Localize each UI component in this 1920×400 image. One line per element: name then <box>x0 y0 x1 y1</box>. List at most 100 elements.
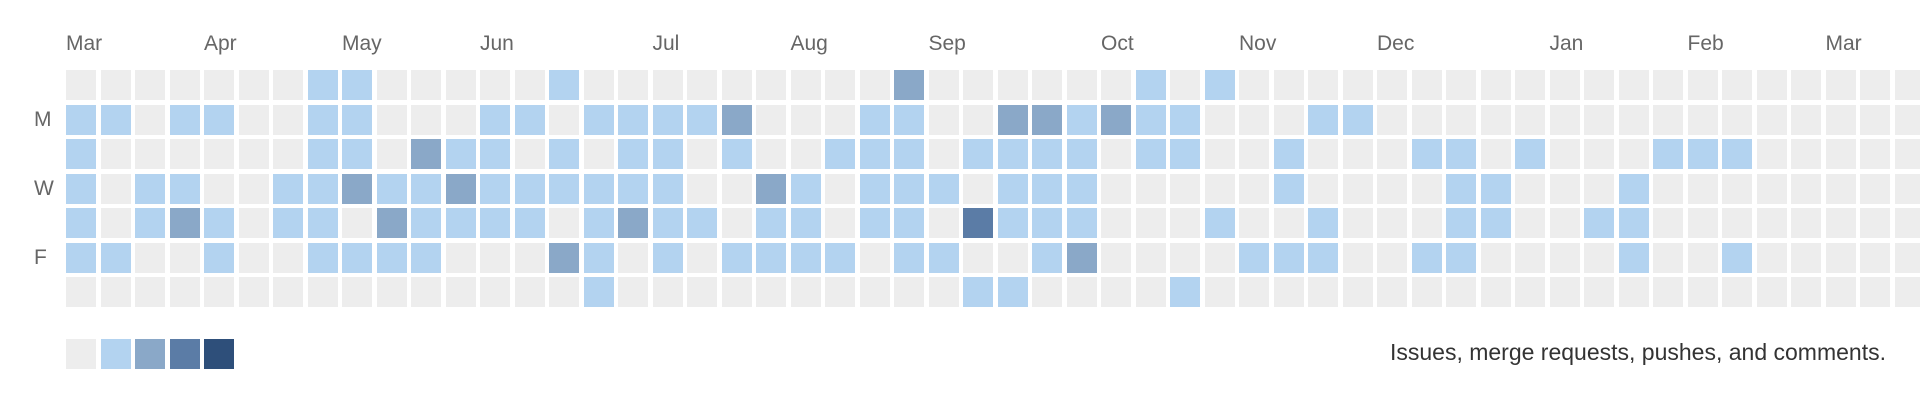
day-cell[interactable] <box>1066 139 1097 169</box>
day-cell[interactable] <box>169 208 200 238</box>
day-cell[interactable] <box>1032 104 1062 135</box>
day-cell[interactable] <box>1170 104 1200 135</box>
day-cell[interactable] <box>1515 104 1545 135</box>
day-cell[interactable] <box>1825 104 1856 135</box>
day-cell[interactable] <box>480 208 510 238</box>
day-cell[interactable] <box>1032 173 1062 204</box>
day-cell[interactable] <box>1549 173 1580 204</box>
day-cell[interactable] <box>445 70 476 100</box>
day-cell[interactable] <box>790 139 821 169</box>
day-cell[interactable] <box>1653 208 1683 238</box>
day-cell[interactable] <box>169 104 200 135</box>
day-cell[interactable] <box>1411 277 1442 307</box>
day-cell[interactable] <box>963 70 993 100</box>
day-cell[interactable] <box>1860 139 1890 169</box>
day-cell[interactable] <box>1480 70 1511 100</box>
day-cell[interactable] <box>825 139 855 169</box>
day-cell[interactable] <box>928 104 959 135</box>
day-cell[interactable] <box>514 173 545 204</box>
day-cell[interactable] <box>549 70 579 100</box>
day-cell[interactable] <box>204 70 234 100</box>
day-cell[interactable] <box>66 70 96 100</box>
day-cell[interactable] <box>1135 139 1166 169</box>
day-cell[interactable] <box>445 208 476 238</box>
day-cell[interactable] <box>825 173 855 204</box>
day-cell[interactable] <box>169 242 200 273</box>
day-cell[interactable] <box>1204 173 1235 204</box>
day-cell[interactable] <box>1549 242 1580 273</box>
day-cell[interactable] <box>238 277 269 307</box>
day-cell[interactable] <box>618 173 648 204</box>
day-cell[interactable] <box>1273 208 1304 238</box>
day-cell[interactable] <box>66 139 96 169</box>
day-cell[interactable] <box>66 104 96 135</box>
day-cell[interactable] <box>997 173 1028 204</box>
day-cell[interactable] <box>1653 139 1683 169</box>
day-cell[interactable] <box>1377 173 1407 204</box>
day-cell[interactable] <box>1308 277 1338 307</box>
day-cell[interactable] <box>1101 139 1131 169</box>
day-cell[interactable] <box>169 139 200 169</box>
day-cell[interactable] <box>1273 277 1304 307</box>
day-cell[interactable] <box>1101 104 1131 135</box>
day-cell[interactable] <box>963 173 993 204</box>
day-cell[interactable] <box>1894 70 1920 100</box>
day-cell[interactable] <box>894 70 924 100</box>
day-cell[interactable] <box>1377 277 1407 307</box>
day-cell[interactable] <box>1549 277 1580 307</box>
day-cell[interactable] <box>273 173 303 204</box>
day-cell[interactable] <box>1446 173 1476 204</box>
day-cell[interactable] <box>1515 242 1545 273</box>
day-cell[interactable] <box>135 139 165 169</box>
day-cell[interactable] <box>1549 139 1580 169</box>
day-cell[interactable] <box>1308 139 1338 169</box>
day-cell[interactable] <box>411 208 441 238</box>
day-cell[interactable] <box>1308 242 1338 273</box>
day-cell[interactable] <box>790 104 821 135</box>
day-cell[interactable] <box>997 277 1028 307</box>
day-cell[interactable] <box>411 139 441 169</box>
day-cell[interactable] <box>1377 242 1407 273</box>
day-cell[interactable] <box>342 70 372 100</box>
day-cell[interactable] <box>1135 242 1166 273</box>
day-cell[interactable] <box>342 277 372 307</box>
day-cell[interactable] <box>790 277 821 307</box>
day-cell[interactable] <box>1170 277 1200 307</box>
day-cell[interactable] <box>1066 104 1097 135</box>
day-cell[interactable] <box>1204 277 1235 307</box>
day-cell[interactable] <box>825 70 855 100</box>
day-cell[interactable] <box>859 208 890 238</box>
day-cell[interactable] <box>1204 208 1235 238</box>
day-cell[interactable] <box>411 104 441 135</box>
day-cell[interactable] <box>1239 277 1269 307</box>
day-cell[interactable] <box>1825 139 1856 169</box>
day-cell[interactable] <box>1549 70 1580 100</box>
day-cell[interactable] <box>445 104 476 135</box>
day-cell[interactable] <box>1860 70 1890 100</box>
day-cell[interactable] <box>1342 208 1373 238</box>
day-cell[interactable] <box>1446 277 1476 307</box>
day-cell[interactable] <box>859 104 890 135</box>
day-cell[interactable] <box>411 173 441 204</box>
day-cell[interactable] <box>238 104 269 135</box>
day-cell[interactable] <box>480 104 510 135</box>
day-cell[interactable] <box>1377 208 1407 238</box>
day-cell[interactable] <box>583 173 614 204</box>
day-cell[interactable] <box>756 104 786 135</box>
day-cell[interactable] <box>1411 242 1442 273</box>
day-cell[interactable] <box>1204 70 1235 100</box>
day-cell[interactable] <box>342 173 372 204</box>
day-cell[interactable] <box>100 104 131 135</box>
day-cell[interactable] <box>1032 70 1062 100</box>
day-cell[interactable] <box>583 104 614 135</box>
day-cell[interactable] <box>1756 104 1787 135</box>
day-cell[interactable] <box>66 242 96 273</box>
day-cell[interactable] <box>514 208 545 238</box>
day-cell[interactable] <box>1653 104 1683 135</box>
day-cell[interactable] <box>1618 104 1649 135</box>
day-cell[interactable] <box>135 104 165 135</box>
day-cell[interactable] <box>1756 208 1787 238</box>
day-cell[interactable] <box>583 70 614 100</box>
day-cell[interactable] <box>618 70 648 100</box>
day-cell[interactable] <box>721 139 752 169</box>
